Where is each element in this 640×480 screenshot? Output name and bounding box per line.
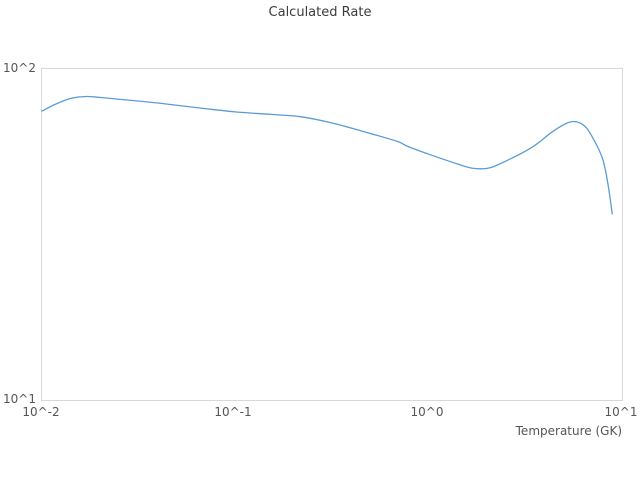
x-tick-label-0.01: 10^-2 — [22, 405, 60, 419]
x-axis-title: Temperature (GK) — [515, 424, 622, 438]
rate-curve-path — [41, 95, 613, 215]
x-tick-label-10: 10^1 — [604, 405, 638, 419]
chart-title: Calculated Rate — [268, 5, 372, 20]
plot-area — [41, 68, 623, 401]
calculated-rate-curve — [41, 95, 613, 215]
y-tick-label-10: 10^1 — [3, 392, 36, 406]
y-tick-label-100: 10^2 — [3, 61, 36, 75]
x-tick-label-0.1: 10^-1 — [214, 405, 252, 419]
x-tick-label-1: 10^0 — [410, 405, 444, 419]
